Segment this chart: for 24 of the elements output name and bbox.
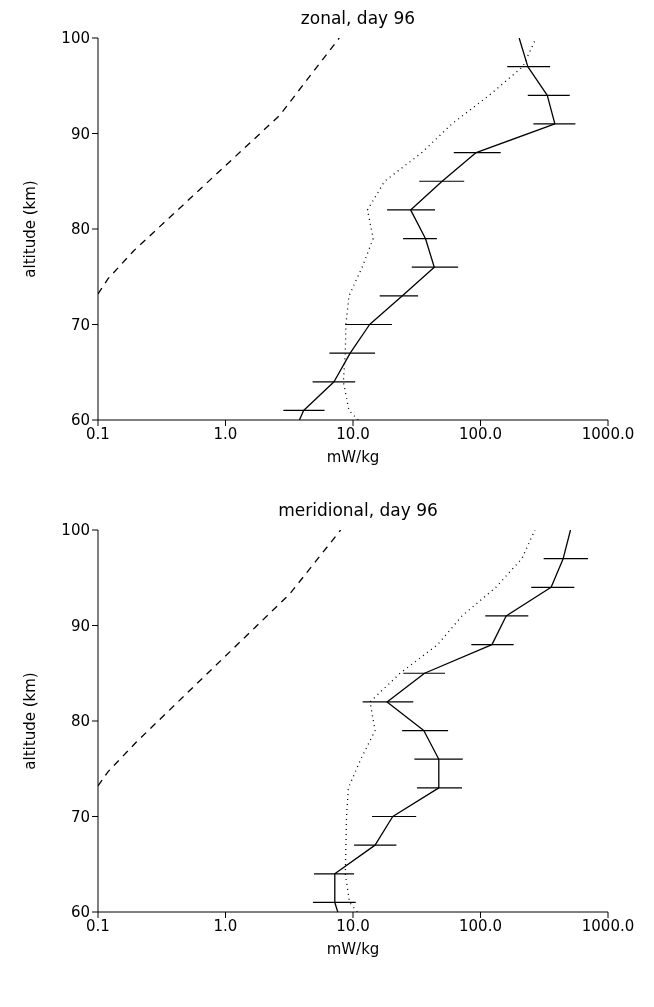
x-tick-label: 0.1	[86, 916, 110, 935]
y-tick-label: 90	[70, 616, 90, 635]
chart-title: meridional, day 96	[277, 500, 439, 522]
x-axis-title: mW/kg	[326, 940, 380, 958]
y-tick-label: 80	[70, 220, 90, 239]
x-tick-label: 1.0	[213, 424, 238, 443]
y-tick-label: 100	[61, 29, 90, 48]
x-axis-title: mW/kg	[326, 448, 380, 466]
y-tick-label: 70	[70, 315, 90, 334]
x-tick-label: 1000.0	[581, 916, 635, 935]
y-tick-label: 80	[70, 712, 90, 731]
x-tick-label: 1.0	[213, 916, 238, 935]
x-tick-label: 100.0	[459, 424, 502, 443]
y-axis-title: altitude (km)	[21, 180, 40, 278]
y-tick-label: 90	[70, 124, 90, 143]
chart-title: zonal, day 96	[299, 8, 417, 30]
x-tick-label: 10.0	[336, 916, 370, 935]
y-tick-label: 70	[70, 807, 90, 826]
x-tick-label: 100.0	[459, 916, 502, 935]
x-tick-label: 0.1	[86, 424, 110, 443]
y-tick-label: 100	[61, 521, 90, 540]
x-tick-label: 10.0	[336, 424, 370, 443]
y-axis-title: altitude (km)	[21, 672, 40, 770]
x-tick-label: 1000.0	[581, 424, 635, 443]
